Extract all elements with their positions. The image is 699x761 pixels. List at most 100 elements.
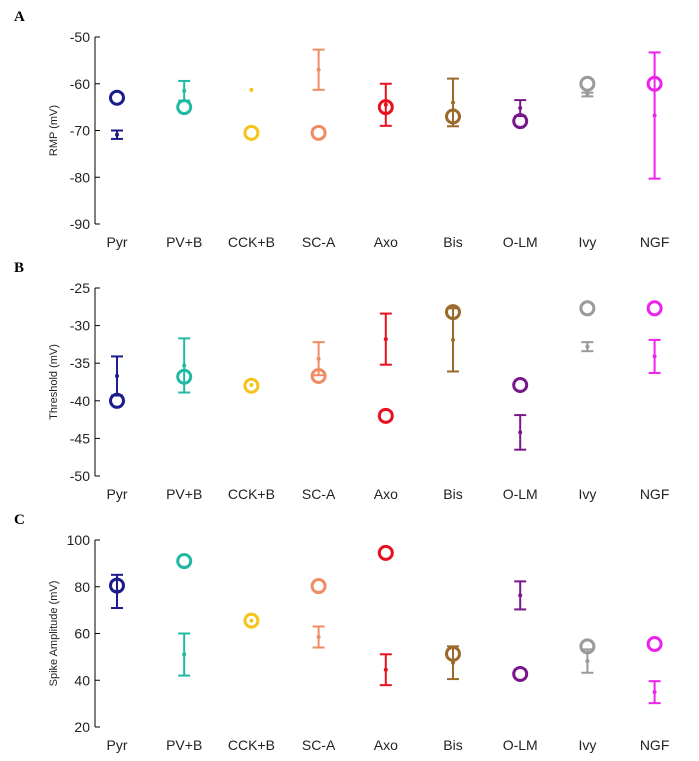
y-tick-label: -30 xyxy=(70,318,90,334)
model-value-marker xyxy=(512,113,529,130)
panel-letter-C: C xyxy=(14,512,25,528)
model-value-marker xyxy=(579,300,596,317)
model-value-marker xyxy=(310,124,327,141)
x-tick-label: O-LM xyxy=(503,486,538,502)
experimental-mean-point xyxy=(182,88,187,93)
experimental-mean-point xyxy=(518,106,523,111)
x-tick-label: CCK+B xyxy=(228,234,275,250)
model-value-marker xyxy=(445,304,461,321)
experimental-mean-point xyxy=(249,618,254,623)
experimental-mean-point xyxy=(383,102,388,107)
y-tick-label: -50 xyxy=(70,468,90,484)
x-tick-label: CCK+B xyxy=(228,737,275,753)
experimental-mean-point xyxy=(316,67,321,72)
y-tick-label: -25 xyxy=(70,280,90,296)
experimental-mean-point xyxy=(451,100,455,105)
model-value-marker xyxy=(176,553,193,570)
model-value-marker xyxy=(310,578,327,595)
model-value-marker xyxy=(512,665,529,682)
x-tick-label: Pyr xyxy=(107,486,128,502)
x-tick-label: O-LM xyxy=(503,737,538,753)
model-value-marker xyxy=(377,99,394,116)
model-value-marker xyxy=(646,636,663,653)
experimental-mean-point xyxy=(383,337,388,342)
y-tick-label: -90 xyxy=(70,216,90,232)
x-tick-label: PV+B xyxy=(166,486,202,502)
model-value-marker xyxy=(176,368,193,385)
x-tick-label: Ivy xyxy=(578,737,596,753)
experimental-mean-point xyxy=(652,354,657,359)
x-tick-label: Bis xyxy=(443,486,462,502)
y-tick-label: -60 xyxy=(70,76,90,92)
experimental-mean-point xyxy=(518,593,523,598)
model-value-marker xyxy=(445,645,461,662)
x-tick-label: CCK+B xyxy=(228,486,275,502)
y-tick-label: -40 xyxy=(70,393,90,409)
x-tick-label: Ivy xyxy=(578,234,596,250)
model-value-marker xyxy=(512,377,529,394)
x-tick-label: Axo xyxy=(374,737,398,753)
y-tick-label: 80 xyxy=(74,579,90,595)
panel-letter-A: A xyxy=(14,9,25,25)
experimental-mean-point xyxy=(249,383,254,388)
x-tick-label: O-LM xyxy=(503,234,538,250)
panel-letter-B: B xyxy=(14,260,24,276)
y-axis-label-B: Threshold (mV) xyxy=(48,344,60,420)
model-value-marker xyxy=(646,75,663,92)
model-value-marker xyxy=(109,392,125,409)
model-value-marker xyxy=(377,407,394,424)
model-value-marker xyxy=(243,612,260,629)
experimental-mean-point xyxy=(115,373,119,378)
y-tick-label: -45 xyxy=(70,430,90,446)
experimental-mean-point xyxy=(451,337,455,342)
experimental-mean-point xyxy=(585,659,590,664)
experimental-mean-point xyxy=(182,363,187,368)
x-tick-label: SC-A xyxy=(302,486,336,502)
x-tick-label: SC-A xyxy=(302,737,336,753)
model-value-marker xyxy=(579,75,596,92)
experimental-mean-point xyxy=(652,113,657,118)
experimental-mean-point xyxy=(518,430,523,435)
experimental-mean-point xyxy=(383,667,388,672)
x-tick-label: NGF xyxy=(640,737,670,753)
model-value-marker xyxy=(243,377,260,394)
model-value-marker xyxy=(109,89,125,106)
x-tick-label: SC-A xyxy=(302,234,336,250)
x-tick-label: NGF xyxy=(640,234,670,250)
y-axis-label-A: RMP (mV) xyxy=(48,105,60,156)
model-value-marker xyxy=(445,108,461,125)
experimental-mean-point xyxy=(249,87,254,92)
y-tick-label: -35 xyxy=(70,355,90,371)
model-value-marker xyxy=(109,577,125,594)
x-tick-label: Axo xyxy=(374,234,398,250)
y-tick-label: -50 xyxy=(70,29,90,45)
x-tick-label: Axo xyxy=(374,486,398,502)
model-value-marker xyxy=(646,300,663,317)
y-tick-label: 60 xyxy=(74,626,90,642)
experimental-mean-point xyxy=(182,652,187,657)
experimental-mean-point xyxy=(316,356,321,361)
y-axis-label-C: Spike Amplitude (mV) xyxy=(48,581,60,687)
x-tick-label: Ivy xyxy=(578,486,596,502)
model-value-marker xyxy=(377,544,394,561)
experimental-mean-point xyxy=(316,635,321,640)
model-value-marker xyxy=(243,124,260,141)
experimental-mean-point xyxy=(652,690,657,695)
y-tick-label: 40 xyxy=(74,672,90,688)
experimental-mean-point xyxy=(115,132,119,137)
x-tick-label: Bis xyxy=(443,234,462,250)
x-tick-label: PV+B xyxy=(166,737,202,753)
x-tick-label: NGF xyxy=(640,486,670,502)
x-tick-label: Pyr xyxy=(107,737,128,753)
model-value-marker xyxy=(310,367,327,384)
y-tick-label: 20 xyxy=(74,719,90,735)
x-tick-label: Pyr xyxy=(107,234,128,250)
x-tick-label: PV+B xyxy=(166,234,202,250)
experimental-mean-point xyxy=(585,92,590,97)
y-tick-label: 100 xyxy=(67,532,91,548)
model-value-marker xyxy=(176,99,193,116)
x-tick-label: Bis xyxy=(443,737,462,753)
y-tick-label: -70 xyxy=(70,123,90,139)
y-tick-label: -80 xyxy=(70,169,90,185)
